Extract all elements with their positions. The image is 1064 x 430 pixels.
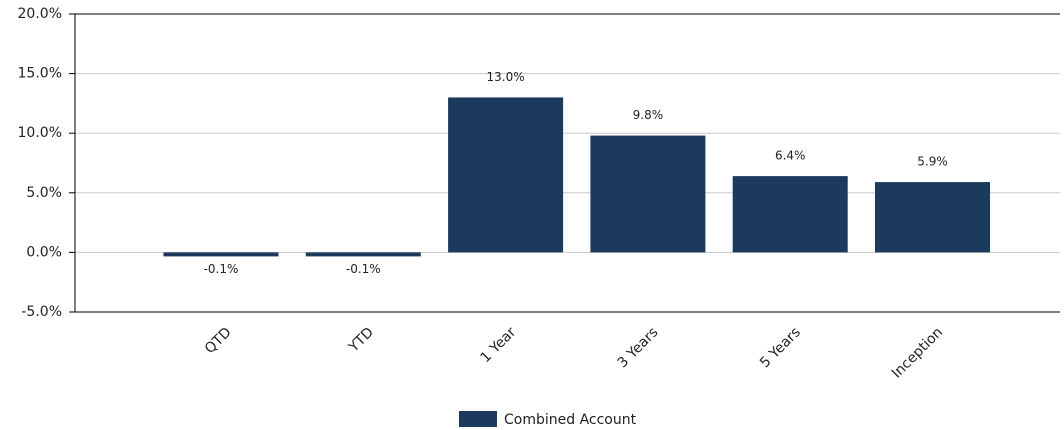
x-tick-label: 5 Years xyxy=(757,324,804,371)
bar xyxy=(305,252,421,257)
legend-swatch xyxy=(459,411,497,427)
bar xyxy=(163,252,279,257)
bar xyxy=(590,135,706,253)
value-label: 13.0% xyxy=(487,70,525,84)
x-tick-label: 1 Year xyxy=(478,324,520,366)
x-tick-label: QTD xyxy=(202,324,235,357)
y-tick-label: 15.0% xyxy=(18,66,62,82)
y-tick-label: 5.0% xyxy=(26,185,62,201)
value-label: 9.8% xyxy=(633,108,664,122)
legend-label: Combined Account xyxy=(504,412,637,428)
bar xyxy=(732,176,848,253)
y-tick-label: 10.0% xyxy=(18,125,62,141)
bar xyxy=(448,97,564,253)
x-tick-label: 3 Years xyxy=(615,324,662,371)
y-tick-label: 0.0% xyxy=(26,244,62,260)
value-label: -0.1% xyxy=(346,262,381,276)
x-tick-label: YTD xyxy=(345,324,377,356)
x-tick-label: Inception xyxy=(889,324,946,381)
y-tick-label: 20.0% xyxy=(18,6,62,22)
value-label: -0.1% xyxy=(204,262,239,276)
bar xyxy=(875,182,990,253)
value-label: 6.4% xyxy=(775,149,806,163)
y-tick-label: -5.0% xyxy=(21,304,62,320)
value-label: 5.9% xyxy=(917,155,948,169)
